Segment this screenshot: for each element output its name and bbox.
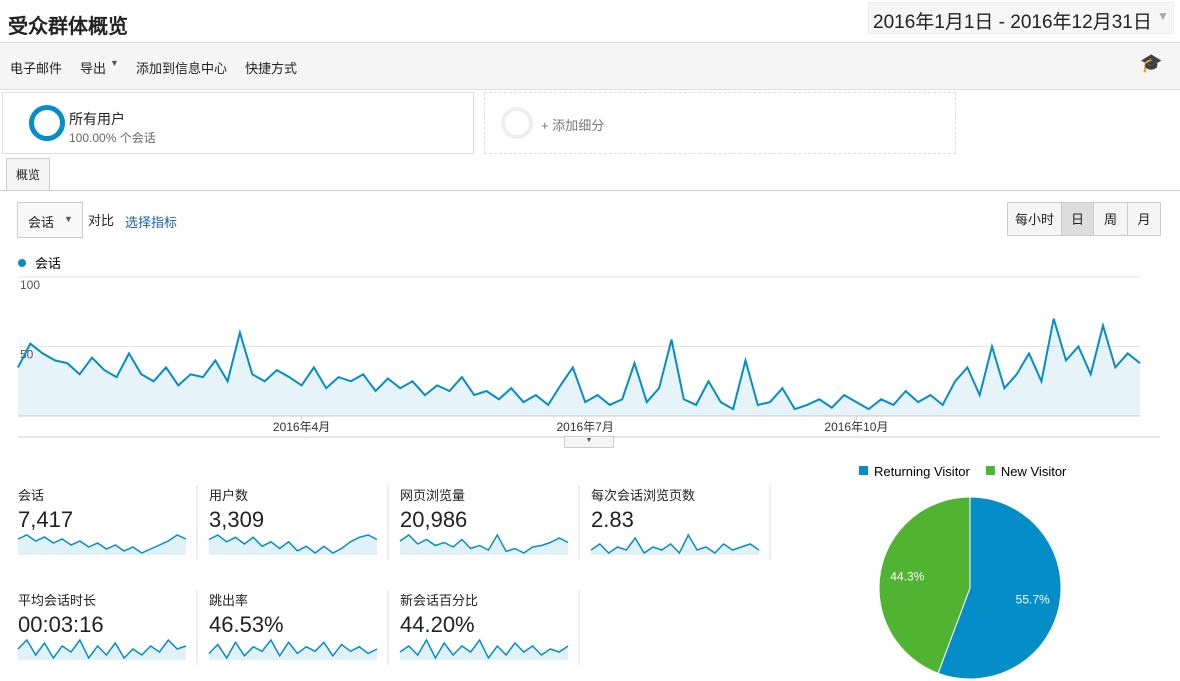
metric-value: 7,417 [18,507,74,532]
legend-label: 会话 [35,256,61,271]
toolbar-item[interactable]: 快捷方式 [245,61,298,76]
granularity-button[interactable]: 周 [1093,202,1128,236]
x-tick-label: 2016年4月 [273,420,330,434]
slice-label: 55.7% [1016,592,1050,606]
select-metric[interactable]: 选择指标 [125,215,178,230]
legend-marker [18,259,26,267]
toolbar: 电子邮件 导出 ▼ 添加到信息中心 快捷方式 🎓 [0,42,1180,90]
sparkline-area [209,640,377,660]
sparkline-area [209,535,377,555]
segment-card[interactable]: 所有用户 100.00% 个会话 [2,92,474,154]
sparkline-area [400,535,568,555]
toolbar-item[interactable]: 添加到信息中心 [136,61,228,76]
caret: ▼ [64,214,73,224]
sparkline-area [591,535,759,555]
metric-name: 每次会话浏览页数 [591,488,696,503]
collapse-handle[interactable]: ▼ [564,436,614,448]
date-picker[interactable]: 2016年1月1日 - 2016年12月31日 ▼ [868,2,1174,34]
segment-ring [29,105,65,141]
metric-name: 平均会话时长 [18,593,97,608]
x-tick-label: 2016年7月 [556,420,613,434]
sparkline [17,534,187,554]
compare-label: 对比 [88,213,115,228]
tab-line [0,190,1180,191]
legend-marker [985,466,995,475]
metric-value: 46.53% [209,612,284,637]
metric-value: 00:03:16 [18,612,104,637]
legend-marker [859,466,868,475]
page-title: 受众群体概览 [8,16,128,38]
metric-value: 44.20% [400,612,475,637]
date-range: 2016年1月1日 - 2016年12月31日 [873,12,1152,33]
sparkline-area [18,535,186,555]
metric-value: 20,986 [400,507,468,532]
legend-label: Returning Visitor [874,464,971,479]
pie-slice [878,496,971,674]
metric-value: 3,309 [209,507,265,532]
toolbar-item[interactable]: 电子邮件 [10,61,63,76]
add-segment[interactable]: + 添加细分 [484,92,956,154]
line [17,318,1141,411]
metric-value: 2.83 [591,507,634,532]
y-tick-label: 100 [20,278,40,292]
granularity-button[interactable]: 每小时 [1007,202,1062,236]
legend-label: New Visitor [1001,464,1067,479]
tab[interactable]: 概览 [6,158,50,192]
metric-name: 会话 [18,488,45,503]
help-icon[interactable]: 🎓 [1140,53,1163,73]
metric-select[interactable]: 会话 ▼ [17,202,83,238]
metric-name: 用户数 [209,488,249,503]
segment-name: 所有用户 [69,111,125,127]
caret: ▼ [110,58,119,68]
sparkline-area [18,640,186,660]
x-tick-label: 2016年10月 [824,420,888,434]
sparkline [208,638,378,660]
segment-detail: 100.00% 个会话 [69,131,156,145]
dropdown-arrow: ▼ [1157,9,1169,23]
sparkline [17,638,187,660]
granularity-button[interactable]: 月 [1127,202,1161,236]
sparkline [399,533,569,554]
toolbar-item[interactable]: 导出 [80,61,107,76]
sparkline [399,638,569,660]
area [18,318,1140,416]
pie-slice [937,496,1062,680]
add-segment-label: + 添加细分 [541,118,605,133]
metric-name: 网页浏览量 [400,488,466,503]
sparkline [590,533,760,555]
sparkline [208,534,378,554]
segment-ring [501,107,533,139]
granularity-button[interactable]: 日 [1061,202,1094,236]
slice-label: 44.3% [890,570,924,584]
metric-label: 会话 [28,215,55,230]
metric-name: 新会话百分比 [400,593,479,608]
metric-name: 跳出率 [209,593,249,608]
